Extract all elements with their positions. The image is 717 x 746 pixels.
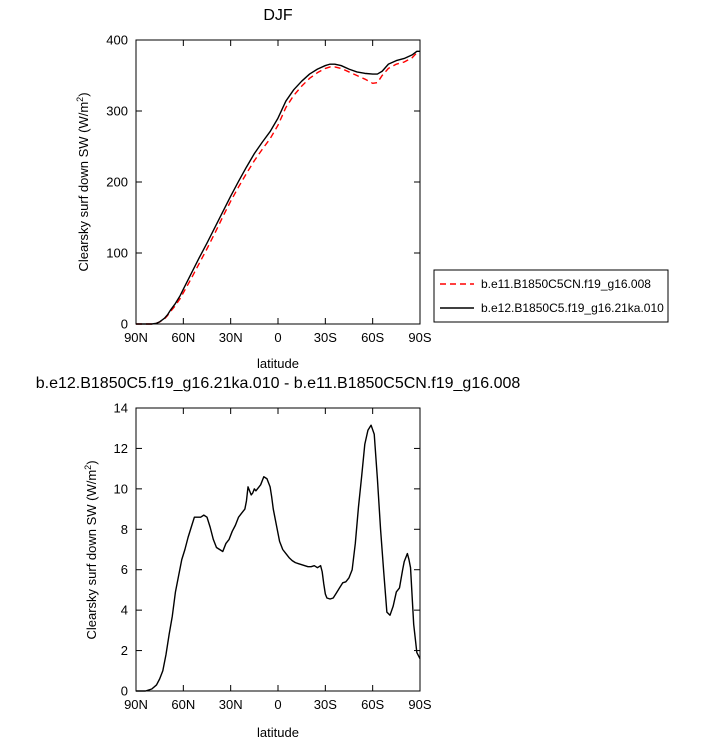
top-y-tick-label: 200 xyxy=(106,175,128,190)
bottom-y-axis-label-main: Clearsky surf down SW (W/m xyxy=(84,470,99,640)
top-series-line-2 xyxy=(136,50,420,325)
top-y-axis-label-main: Clearsky surf down SW (W/m xyxy=(76,102,91,272)
bottom-chart-title: b.e12.B1850C5.f19_g16.21ka.010 - b.e11.B… xyxy=(36,375,521,392)
bottom-y-axis-label: Clearsky surf down SW (W/m2) xyxy=(83,460,99,639)
bottom-x-tick-label: 30N xyxy=(219,697,243,712)
bottom-y-tick-label: 12 xyxy=(114,441,128,456)
bottom-y-tick-label: 2 xyxy=(121,643,128,658)
legend: b.e11.B1850C5CN.f19_g16.008 b.e12.B1850C… xyxy=(433,269,669,323)
bottom-x-tick-label: 0 xyxy=(274,697,281,712)
legend-label-series-2: b.e12.B1850C5.f19_g16.21ka.010 xyxy=(481,301,664,315)
bottom-x-tick-label: 30S xyxy=(314,697,337,712)
top-y-axis-label-sup: 2 xyxy=(75,97,85,102)
top-series-line-1 xyxy=(136,52,420,325)
bottom-series-line-1 xyxy=(136,424,421,692)
top-chart-title: DJF xyxy=(263,7,293,24)
top-plot-area: 90N 60N 30N 0 30S 60S 90S 0 100 200 300 400 xyxy=(106,33,432,346)
top-x-tick-label: 60N xyxy=(171,330,195,345)
top-plot-frame xyxy=(135,39,421,325)
legend-label-series-1: b.e11.B1850C5CN.f19_g16.008 xyxy=(481,277,651,291)
bottom-x-tick-label: 90S xyxy=(408,697,431,712)
bottom-y-tick-label: 0 xyxy=(121,684,128,699)
top-x-tick-label: 90S xyxy=(408,330,431,345)
top-y-tick-label: 300 xyxy=(106,104,128,119)
top-x-axis-label: latitude xyxy=(257,356,299,371)
bottom-y-tick-label: 8 xyxy=(121,522,128,537)
bottom-y-tick-label: 14 xyxy=(114,401,128,416)
bottom-plot-frame xyxy=(135,407,421,692)
bottom-panel: b.e12.B1850C5.f19_g16.21ka.010 - b.e11.B… xyxy=(36,375,521,740)
bottom-plot-area: 90N 60N 30N 0 30S 60S 90S 0 2 4 6 8 10 12 14 xyxy=(114,401,432,713)
top-y-tick-label: 0 xyxy=(121,317,128,332)
top-x-tick-label: 30N xyxy=(219,330,243,345)
bottom-y-tick-label: 4 xyxy=(121,603,128,618)
bottom-x-tick-label: 60N xyxy=(171,697,195,712)
top-x-tick-label: 60S xyxy=(361,330,384,345)
top-x-tick-label: 0 xyxy=(274,330,281,345)
top-y-tick-label: 100 xyxy=(106,246,128,261)
top-y-tick-label: 400 xyxy=(106,33,128,48)
bottom-x-tick-label: 60S xyxy=(361,697,384,712)
legend-box xyxy=(433,269,669,323)
top-panel: DJF 90N 60N 30N 0 30S 60S 90S 0 100 200 300 400 lat… xyxy=(75,7,669,371)
bottom-y-tick-label: 6 xyxy=(121,562,128,577)
bottom-x-axis-label: latitude xyxy=(257,725,299,740)
top-y-axis-label-close: ) xyxy=(76,92,91,96)
bottom-y-axis-label-close: ) xyxy=(84,460,99,464)
bottom-y-tick-label: 10 xyxy=(114,481,128,496)
bottom-y-axis-label-sup: 2 xyxy=(83,465,93,470)
top-y-axis-label: Clearsky surf down SW (W/m2) xyxy=(75,92,91,271)
bottom-x-tick-label: 90N xyxy=(124,697,148,712)
top-x-tick-label: 90N xyxy=(124,330,148,345)
top-x-tick-label: 30S xyxy=(314,330,337,345)
